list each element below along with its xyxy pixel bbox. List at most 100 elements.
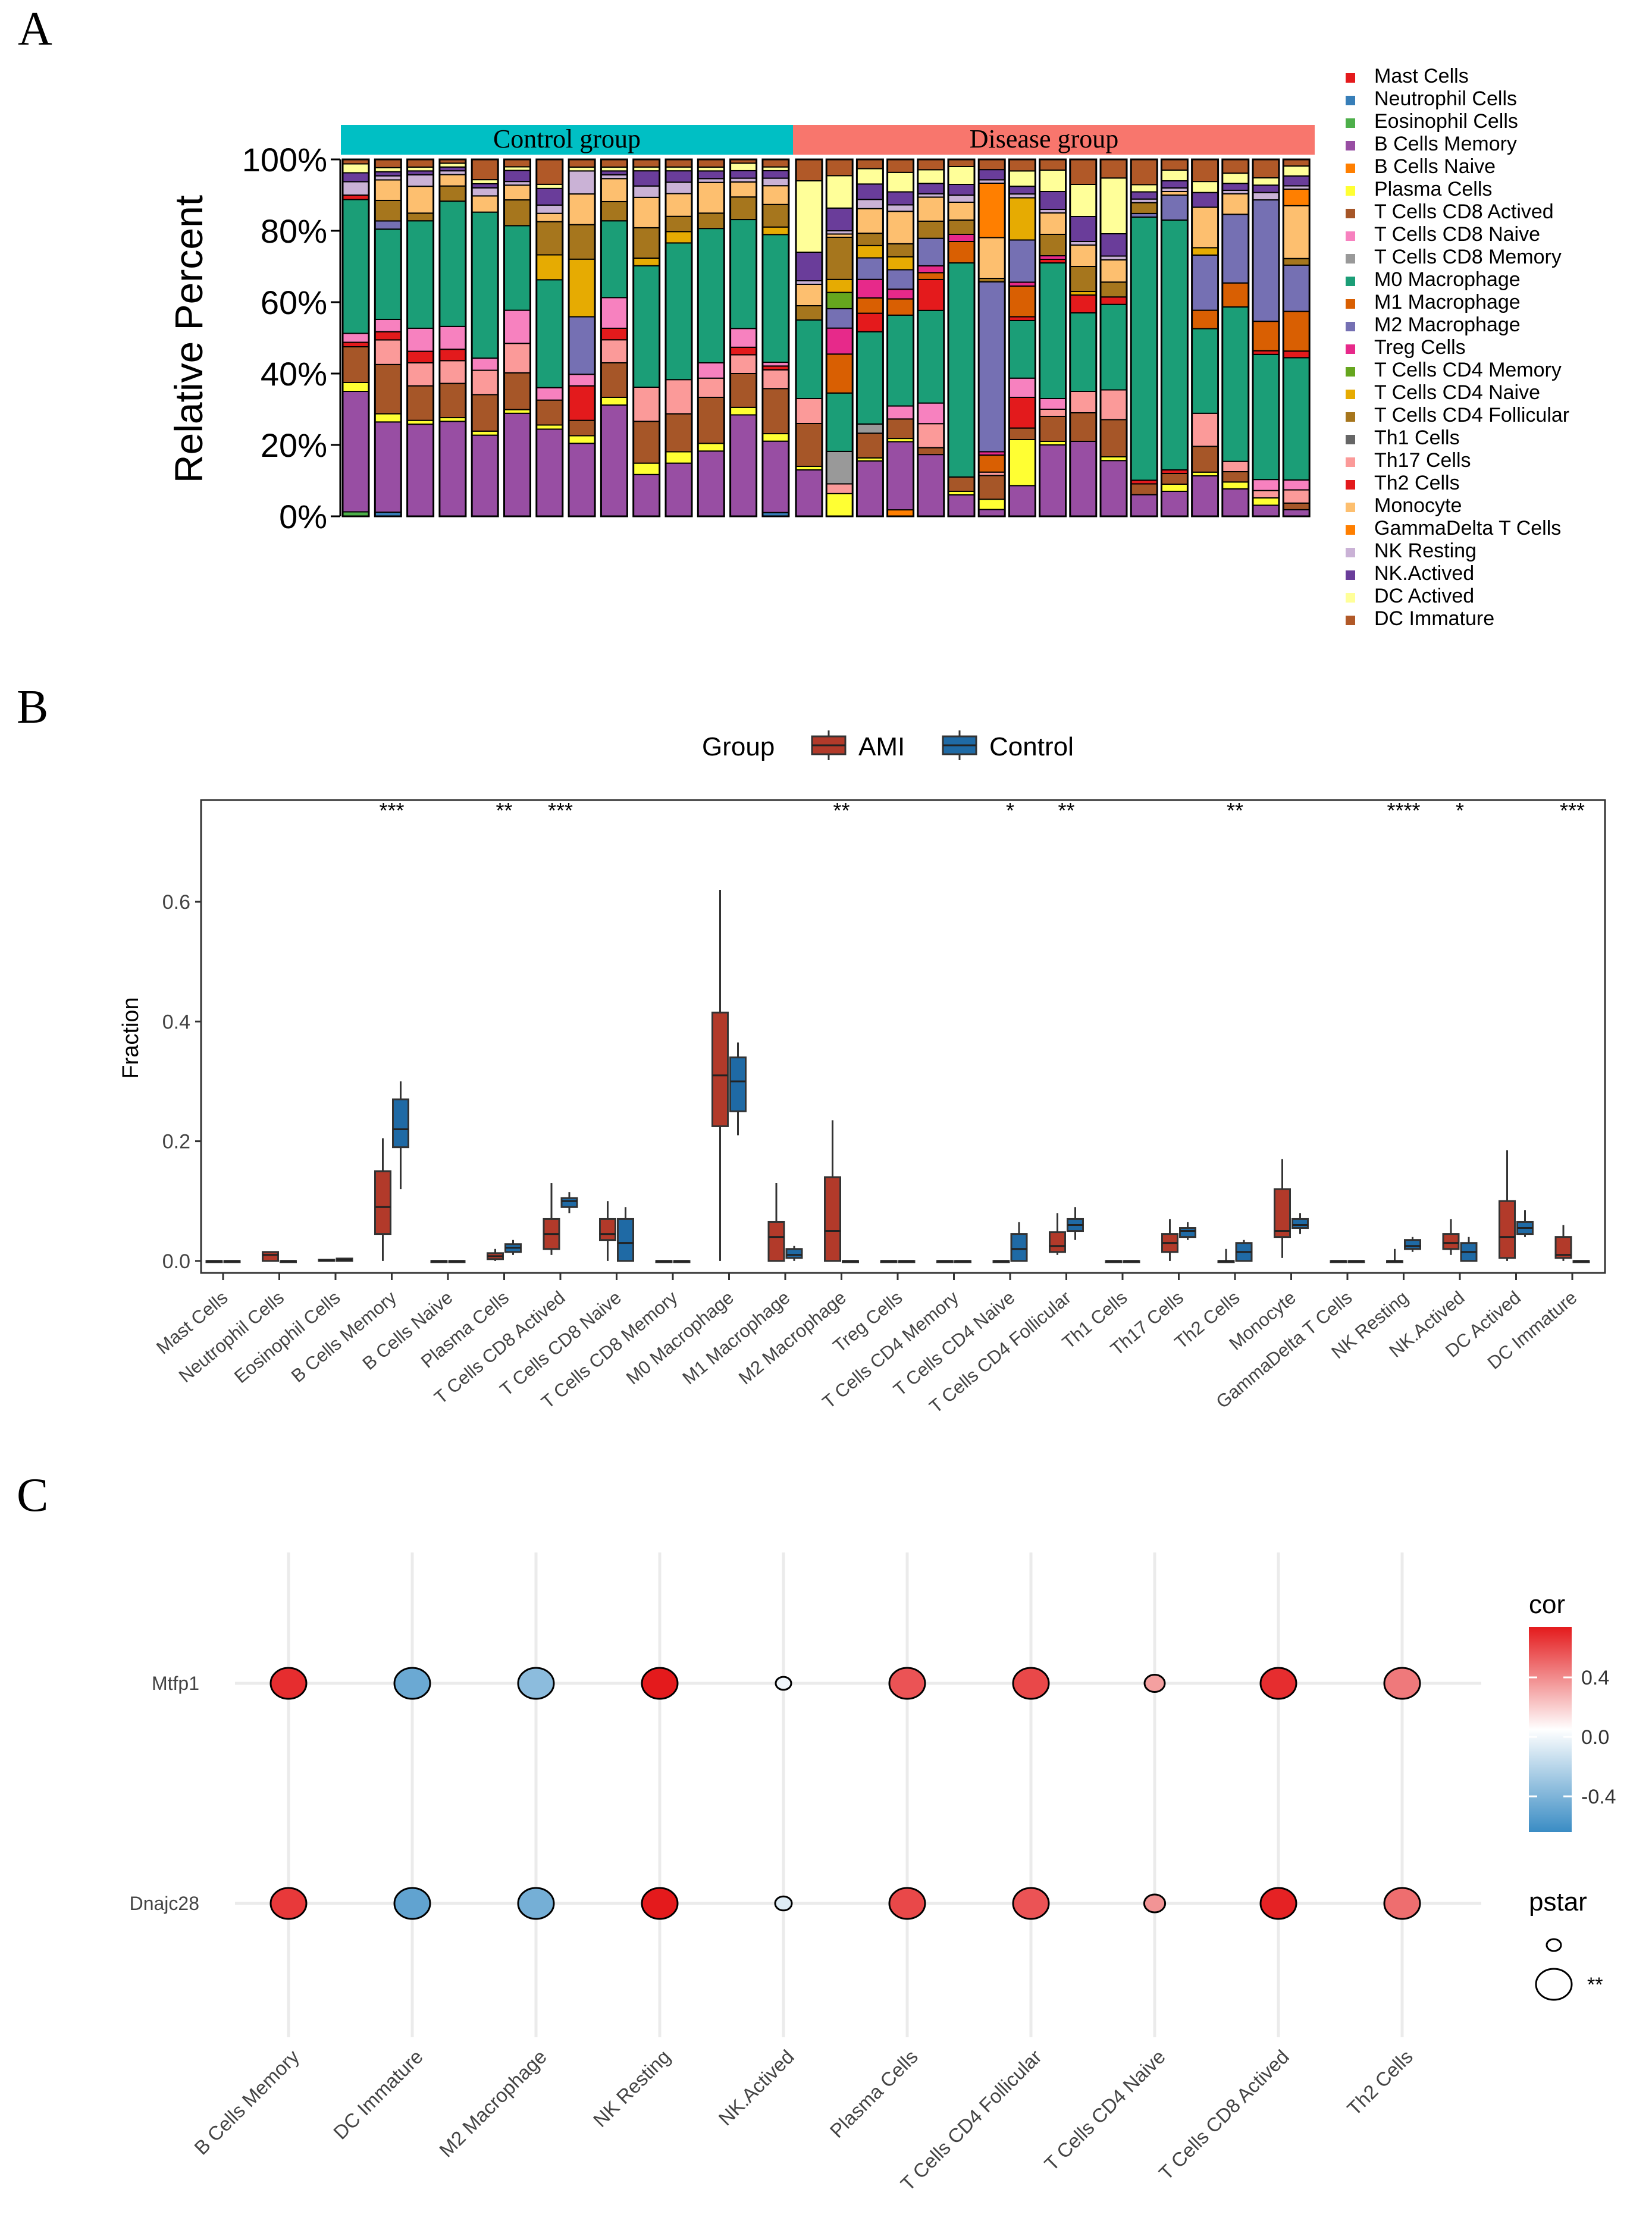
a-bar-outline [1008,158,1036,517]
a-bar-segment-monocyte [795,284,823,306]
a-bar-segment-m2-macrophage [1283,264,1311,312]
a-bar-segment-m1-macrophage [886,298,914,316]
a-bar-segment-monocyte [471,195,499,213]
a-bar-segment-dc-immature [665,159,692,168]
b-significance-nk-actived: * [1456,798,1464,823]
a-bar-segment-m1-macrophage [978,454,1006,473]
b-box-control-th17-cells [1179,1227,1196,1238]
a-bar-segment-nk-actived [978,169,1006,181]
a-bar-segment-t-cells-cd4-follicular [438,185,466,202]
a-bar-segment-dc-actived [826,175,854,209]
a-legend-swatch [1346,209,1355,218]
a-bar-segment-monocyte [600,178,628,202]
a-bar-segment-t-cells-cd4-follicular [600,200,628,222]
a-legend-swatch [1346,367,1355,377]
a-bar-segment-t-cells-cd4-naive [856,244,884,259]
a-bar-segment-monocyte [535,212,563,222]
a-bar-segment-t-cells-cd8-actived [535,399,563,426]
a-bar-segment-t-cells-cd4-naive [826,278,854,293]
a-bar-segment-m2-macrophage [826,308,854,329]
a-bar-segment-dc-actived [1008,170,1036,187]
a-bar-segment-m1-macrophage [1252,321,1280,352]
a-bar-segment-nk-actived [1100,233,1127,257]
c-pstar-key-small [1546,1938,1562,1952]
a-bar-segment-nk-resting [665,181,692,195]
a-bar-segment-th17-cells [761,369,789,390]
a-bar-segment-monocyte [1283,205,1311,259]
a-bar-segment-dc-immature [600,159,628,168]
a-bar-segment-monocyte [632,196,660,228]
a-bar-segment-monocyte [978,237,1006,279]
a-bar-segment-t-cells-cd4-naive [761,226,789,236]
a-bar-segment-b-cells-memory [665,462,692,517]
panel-label-c: C [17,1469,48,1522]
a-bar-segment-dc-immature [568,159,596,168]
a-bar-segment-th2-cells [342,341,369,347]
a-bar-segment-t-cells-cd8-naive [600,297,628,329]
a-bar-segment-t-cells-cd4-naive [886,256,914,271]
a-bar-outline [632,158,661,517]
a-bar-segment-dc-immature [632,159,660,168]
a-bar-segment-dc-immature [886,159,914,173]
b-significance-t-cells-cd4-naive: * [1006,798,1014,823]
a-bar-outline [471,158,499,517]
a-bar-segment-nk-actived [729,170,757,179]
a-bar-outline [568,158,596,517]
c-col-label-nk-actived: NK.Actived [714,2046,798,2130]
a-bar-segment-t-cells-cd8-actived [948,476,975,492]
a-bar-segment-t-cells-cd8-naive [697,362,725,379]
a-legend-swatch [1346,96,1355,105]
a-bar-segment-b-cells-memory [342,391,369,513]
a-legend-item-b-cells-memory: B Cells Memory [1374,133,1517,155]
a-y-tick-label: 20% [261,426,327,464]
a-bar-segment-dc-actived [917,169,945,184]
a-bar-segment-t-cells-cd8-actived [729,373,757,408]
a-bar-outline [406,158,435,517]
a-bar-segment-th17-cells [697,377,725,399]
a-bar-segment-treg-cells [948,234,975,242]
a-bar-outline [855,158,884,517]
c-dot-dnajc28-m2-macrophage [517,1887,555,1920]
a-bar-segment-nk-actived [1252,184,1280,193]
a-bar-segment-monocyte [1191,206,1219,249]
a-legend-swatch [1346,164,1355,173]
a-legend-swatch [1346,435,1355,444]
a-legend-swatch [1346,73,1355,83]
b-box-control-b-cells-memory [392,1098,409,1149]
a-bar-segment-th17-cells [1100,389,1127,421]
a-bar-segment-t-cells-cd8-actived [632,421,660,464]
a-bar-segment-m0-macrophage [795,319,823,399]
c-dot-mtfp1-t-cells-cd4-follicular [1012,1667,1050,1700]
c-dot-mtfp1-dc-immature [393,1667,431,1700]
a-bar-segment-t-cells-cd4-follicular [826,236,854,280]
a-bar-segment-t-cells-cd4-follicular [568,224,596,260]
a-legend-item-plasma-cells: Plasma Cells [1374,178,1492,200]
a-bar-segment-plasma-cells [665,451,692,464]
a-bar-segment-m0-macrophage [1161,219,1189,471]
a-bar-segment-b-cells-memory [1161,491,1189,517]
a-bar-outline [1099,158,1128,517]
a-bar-segment-monocyte [729,181,757,198]
b-box-ami-dc-actived [1499,1200,1516,1259]
b-box-ami-b-cells-memory [374,1170,391,1235]
a-bar-segment-dc-immature [697,159,725,168]
a-bar-segment-t-cells-cd8-actived [1161,473,1189,485]
a-bar-segment-nk-actived [471,183,499,189]
a-bar-segment-b-cells-memory [761,440,789,513]
a-bar-segment-m0-macrophage [471,211,499,359]
a-legend-swatch [1346,480,1355,490]
a-bar-segment-th2-cells [729,346,757,356]
a-bar-outline [1160,158,1189,517]
a-bar-segment-plasma-cells [374,413,402,423]
a-bar-segment-monocyte [438,174,466,187]
a-bar-segment-dc-immature [374,159,402,168]
a-bar-segment-m1-macrophage [1191,309,1219,330]
a-bar-segment-dc-immature [856,159,884,170]
a-legend-item-th17-cells: Th17 Cells [1374,449,1471,472]
a-bar-segment-dc-immature [471,159,499,181]
a-bar-segment-b-cells-memory [568,443,596,517]
a-legend-item-th1-cells: Th1 Cells [1374,426,1460,449]
b-significance-m2-macrophage: ** [833,798,849,823]
a-bar-segment-dc-immature [1221,159,1249,174]
relative-percent-axis-label: Relative Percent [167,195,211,483]
